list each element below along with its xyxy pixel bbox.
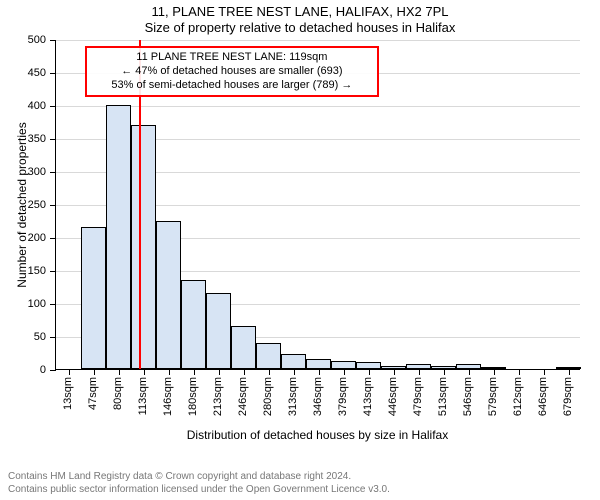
- bar: [206, 293, 231, 369]
- annotation-box: 11 PLANE TREE NEST LANE: 119sqm← 47% of …: [85, 46, 379, 97]
- bar: [106, 105, 131, 369]
- chart-container: 11, PLANE TREE NEST LANE, HALIFAX, HX2 7…: [0, 0, 600, 500]
- copyright-line-2: Contains public sector information licen…: [8, 484, 390, 497]
- annotation-line: 11 PLANE TREE NEST LANE: 119sqm: [93, 51, 371, 65]
- x-tick: 612sqm: [512, 377, 524, 416]
- x-tick: 579sqm: [487, 377, 499, 416]
- y-tick: 450: [28, 67, 56, 79]
- x-tick: 280sqm: [262, 377, 274, 416]
- bar: [256, 343, 281, 369]
- grid-line: [56, 106, 580, 107]
- x-tick-mark: [219, 369, 220, 375]
- x-tick-mark: [494, 369, 495, 375]
- x-tick: 180sqm: [187, 377, 199, 416]
- y-tick: 300: [28, 166, 56, 178]
- x-tick-mark: [244, 369, 245, 375]
- y-tick: 50: [34, 331, 56, 343]
- chart-title-line2: Size of property relative to detached ho…: [0, 20, 600, 36]
- chart-title-line1: 11, PLANE TREE NEST LANE, HALIFAX, HX2 7…: [0, 0, 600, 20]
- x-tick: 246sqm: [237, 377, 249, 416]
- x-tick-mark: [119, 369, 120, 375]
- x-tick: 213sqm: [212, 377, 224, 416]
- x-tick-mark: [394, 369, 395, 375]
- x-tick-mark: [144, 369, 145, 375]
- bar: [81, 227, 106, 369]
- x-tick-mark: [169, 369, 170, 375]
- bar: [156, 221, 181, 370]
- x-tick: 546sqm: [462, 377, 474, 416]
- copyright-text: Contains HM Land Registry data © Crown c…: [8, 471, 390, 496]
- plot-area: 05010015020025030035040045050013sqm47sqm…: [55, 40, 580, 370]
- x-tick: 346sqm: [312, 377, 324, 416]
- y-axis-label: Number of detached properties: [15, 122, 29, 287]
- bar: [131, 125, 156, 369]
- plot-area-wrap: 05010015020025030035040045050013sqm47sqm…: [55, 40, 580, 370]
- x-axis-label: Distribution of detached houses by size …: [187, 428, 448, 442]
- x-tick-mark: [194, 369, 195, 375]
- x-tick: 413sqm: [362, 377, 374, 416]
- x-tick: 513sqm: [437, 377, 449, 416]
- bar: [331, 361, 356, 369]
- y-tick: 250: [28, 199, 56, 211]
- x-tick: 679sqm: [562, 377, 574, 416]
- bar: [281, 354, 306, 369]
- x-tick: 80sqm: [112, 377, 124, 410]
- x-tick-mark: [69, 369, 70, 375]
- y-tick: 200: [28, 232, 56, 244]
- annotation-line: 53% of semi-detached houses are larger (…: [93, 79, 371, 93]
- bar: [356, 362, 381, 369]
- x-tick-mark: [344, 369, 345, 375]
- x-tick-mark: [269, 369, 270, 375]
- x-tick-mark: [519, 369, 520, 375]
- x-tick: 47sqm: [87, 377, 99, 410]
- x-tick-mark: [369, 369, 370, 375]
- grid-line: [56, 40, 580, 41]
- annotation-line: ← 47% of detached houses are smaller (69…: [93, 65, 371, 79]
- x-tick-mark: [444, 369, 445, 375]
- x-tick: 313sqm: [287, 377, 299, 416]
- bar: [231, 326, 256, 369]
- x-tick: 113sqm: [137, 377, 149, 415]
- y-tick: 350: [28, 133, 56, 145]
- x-tick: 446sqm: [387, 377, 399, 416]
- bar: [181, 280, 206, 369]
- x-tick-mark: [469, 369, 470, 375]
- x-tick-mark: [569, 369, 570, 375]
- x-tick-mark: [94, 369, 95, 375]
- y-tick: 0: [40, 364, 56, 376]
- x-tick-mark: [419, 369, 420, 375]
- y-tick: 400: [28, 100, 56, 112]
- y-tick: 100: [28, 298, 56, 310]
- x-tick: 146sqm: [162, 377, 174, 416]
- x-tick: 13sqm: [62, 377, 74, 410]
- x-tick-mark: [294, 369, 295, 375]
- x-tick-mark: [544, 369, 545, 375]
- x-tick: 479sqm: [412, 377, 424, 416]
- x-tick: 646sqm: [537, 377, 549, 416]
- y-tick: 150: [28, 265, 56, 277]
- x-tick: 379sqm: [337, 377, 349, 416]
- bar: [306, 359, 331, 369]
- x-tick-mark: [319, 369, 320, 375]
- y-tick: 500: [28, 34, 56, 46]
- copyright-line-1: Contains HM Land Registry data © Crown c…: [8, 471, 390, 484]
